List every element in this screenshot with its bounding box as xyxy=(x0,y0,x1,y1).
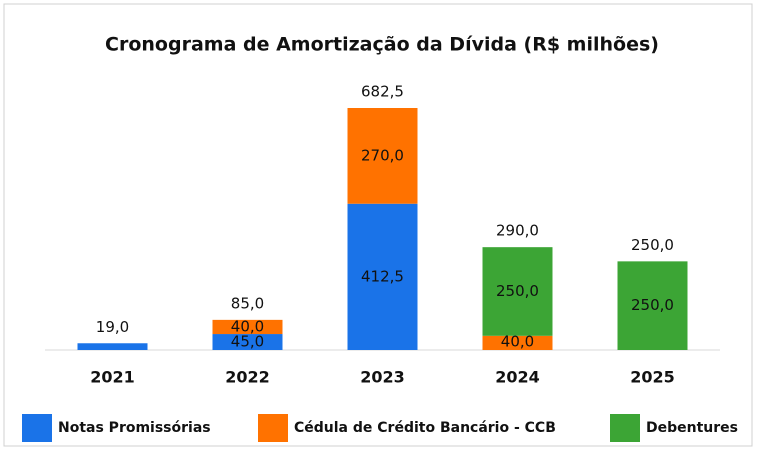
bar-segment xyxy=(482,335,553,350)
bar-segment xyxy=(212,319,283,335)
legend-swatch xyxy=(22,414,52,442)
x-tick-label: 2022 xyxy=(225,368,270,387)
segment-label: 250,0 xyxy=(631,296,674,314)
segment-label: 250,0 xyxy=(496,282,539,300)
x-tick-label: 2023 xyxy=(360,368,405,387)
total-label: 19,0 xyxy=(96,318,129,336)
legend-swatch xyxy=(610,414,640,442)
segment-label: 40,0 xyxy=(501,333,534,351)
total-label: 290,0 xyxy=(496,222,539,240)
total-label: 682,5 xyxy=(361,83,404,101)
segment-label: 270,0 xyxy=(361,146,404,164)
x-tick-label: 2024 xyxy=(495,368,540,387)
legend-label: Notas Promissórias xyxy=(58,420,211,436)
bar-segment xyxy=(347,203,418,350)
bar-segment xyxy=(347,108,418,204)
legend-swatch xyxy=(258,414,288,442)
total-label: 85,0 xyxy=(231,294,264,312)
legend-label: Cédula de Crédito Bancário - CCB xyxy=(294,420,556,436)
chart-title: Cronograma de Amortização da Dívida (R$ … xyxy=(105,34,659,56)
legend-label: Debentures xyxy=(646,420,738,436)
x-tick-label: 2025 xyxy=(630,368,675,387)
bar-segment xyxy=(482,247,553,336)
segment-label: 40,0 xyxy=(231,317,264,335)
segment-label: 412,5 xyxy=(361,267,404,285)
segment-label: 45,0 xyxy=(231,333,264,351)
x-tick-label: 2021 xyxy=(90,368,135,387)
total-label: 250,0 xyxy=(631,236,674,254)
bar-segment xyxy=(617,261,688,350)
bar-segment xyxy=(212,334,283,350)
bar-segment xyxy=(77,343,148,350)
